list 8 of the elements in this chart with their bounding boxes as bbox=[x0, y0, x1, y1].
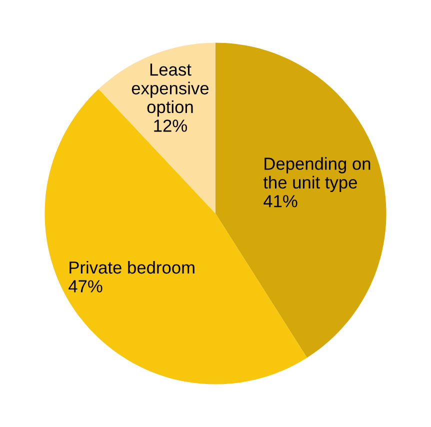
pie-slice bbox=[98, 42, 216, 214]
slice-label: Private bedroom bbox=[70, 260, 194, 274]
data-label: 47% bbox=[68, 280, 102, 292]
data-label: 41% bbox=[264, 195, 298, 208]
slice-label: Depending on the unit type bbox=[263, 157, 370, 192]
data-label: 12% bbox=[154, 120, 187, 132]
slice-label: Least expensive option bbox=[132, 64, 209, 117]
pie-slice bbox=[216, 42, 386, 358]
